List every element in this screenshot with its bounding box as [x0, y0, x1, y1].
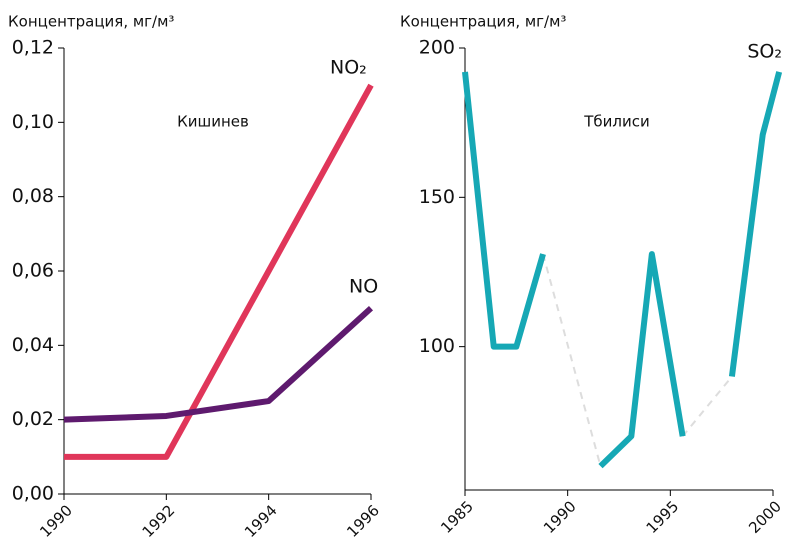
- series-line: [462, 71, 783, 469]
- series-label: NO: [349, 276, 378, 298]
- x-tick-label: 2000: [745, 497, 785, 537]
- gap-connector: [681, 375, 733, 437]
- y-tick-label: 0,02: [12, 408, 54, 430]
- y-tick-label: 150: [419, 186, 455, 208]
- series-line: [64, 83, 374, 460]
- x-tick-label: 1994: [241, 501, 281, 539]
- x-tick-label: 1990: [540, 497, 580, 537]
- series-label: SO₂: [747, 41, 782, 63]
- annotation: Кишинев: [177, 113, 249, 131]
- y-tick-label: 0,00: [12, 483, 54, 505]
- x-tick-label: 1985: [437, 497, 477, 537]
- y-axis-title: Концентрация, мг/м³: [8, 13, 174, 31]
- y-axis-title: Концентрация, мг/м³: [400, 13, 566, 31]
- annotation: Тбилиси: [583, 113, 650, 131]
- y-tick-label: 200: [419, 37, 455, 59]
- gap-connector: [542, 253, 602, 467]
- x-tick-label: 1992: [139, 501, 179, 539]
- x-tick-label: 1996: [343, 501, 383, 539]
- y-tick-label: 0,06: [12, 260, 54, 282]
- series-label: NO₂: [330, 57, 367, 79]
- y-tick-label: 0,12: [12, 37, 54, 59]
- y-tick-label: 0,08: [12, 185, 54, 207]
- x-tick-label: 1990: [36, 501, 76, 539]
- y-tick-label: 0,04: [12, 334, 54, 356]
- series-line: [63, 305, 374, 423]
- y-tick-label: 100: [419, 335, 455, 357]
- x-tick-label: 1995: [643, 497, 683, 537]
- y-tick-label: 0,10: [12, 111, 54, 133]
